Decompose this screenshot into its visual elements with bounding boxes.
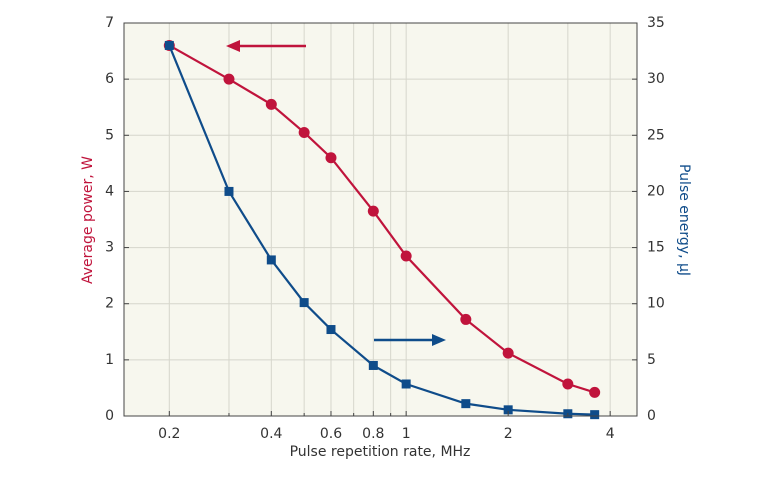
point [589,386,601,398]
y-tick-label: 3 [105,240,114,256]
point [224,186,234,196]
point [461,399,471,409]
point [502,347,514,359]
y2-tick-label: 20 [647,183,665,199]
y2-tick-label: 35 [647,15,665,31]
point [299,298,309,308]
point [325,152,337,164]
plot-frame [123,22,638,417]
x-tick-label: 0.4 [260,426,282,442]
x-tick-label: 1 [402,426,411,442]
y-tick-label: 2 [105,296,114,312]
point [326,325,336,335]
y-tick-label: 0 [105,408,114,424]
y2-tick-label: 0 [647,408,656,424]
x-tick-label: 2 [504,426,513,442]
point [460,313,472,325]
y-tick-label: 6 [105,71,114,87]
y-tick-label: 4 [105,183,114,199]
x-tick-label: 0.6 [320,426,342,442]
point [298,126,310,138]
x-tick-label: 0.2 [158,426,180,442]
point [590,410,600,420]
y-axis-label: Average power, W [80,156,96,284]
y-tick-label: 1 [105,352,114,368]
marks [163,39,601,420]
direction-arrow-right [374,334,446,346]
direction-arrow-left [226,40,306,52]
point [503,405,513,415]
y2-tick-label: 5 [647,352,656,368]
point [266,255,276,265]
point [367,205,379,217]
point [368,360,378,370]
y-tick-label: 7 [105,15,114,31]
point [223,73,235,85]
point [562,378,574,390]
y2-axis-label: Pulse energy, µJ [676,164,692,276]
y2-tick-label: 10 [647,296,665,312]
x-axis-label: Pulse repetition rate, MHz [290,444,471,460]
point [164,40,174,50]
y2-tick-label: 15 [647,240,665,256]
point [265,98,277,110]
point [400,250,412,262]
x-tick-label: 0.8 [362,426,384,442]
y2-tick-label: 30 [647,71,665,87]
y-tick-label: 5 [105,127,114,143]
x-tick-label: 4 [606,426,615,442]
point [401,379,411,389]
y2-tick-label: 25 [647,127,665,143]
